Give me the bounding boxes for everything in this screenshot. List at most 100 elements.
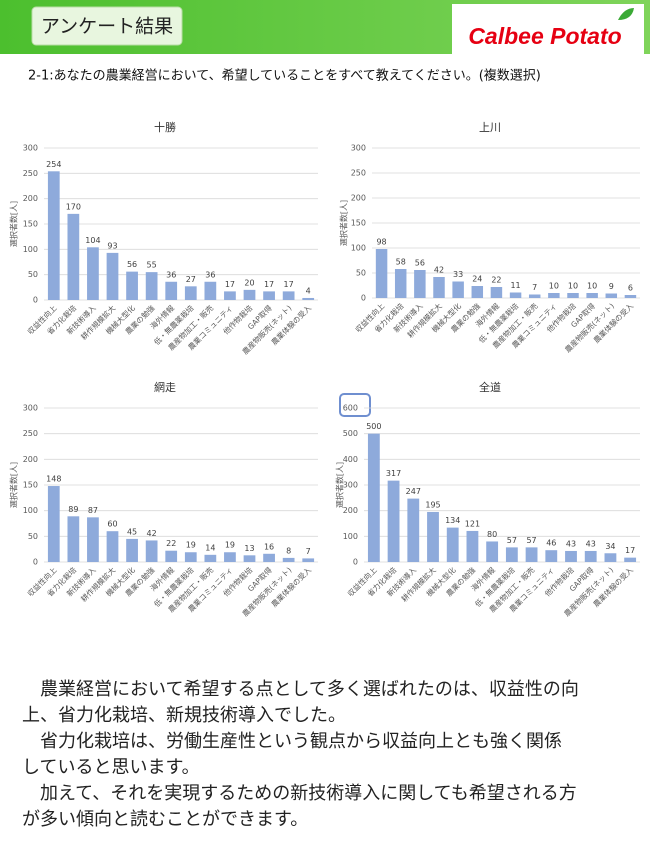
y-tick-label: 50 xyxy=(28,270,38,279)
value-label: 104 xyxy=(85,236,100,245)
chart-title: 上川 xyxy=(479,121,501,134)
summary-line: 上、省力化栽培、新規技術導入でした。 xyxy=(22,705,346,726)
bar xyxy=(375,249,388,298)
value-label: 4 xyxy=(306,286,311,295)
value-label: 170 xyxy=(66,202,81,211)
value-label: 19 xyxy=(186,541,196,550)
value-label: 24 xyxy=(472,275,482,284)
value-label: 57 xyxy=(507,536,517,545)
bar xyxy=(367,433,380,562)
value-label: 36 xyxy=(166,270,176,279)
bar xyxy=(427,511,439,562)
header-title: アンケート結果 xyxy=(41,16,173,38)
y-tick-label: 300 xyxy=(343,481,358,490)
logo-box xyxy=(452,4,644,54)
y-axis-label: 選択者数[人] xyxy=(9,462,19,508)
chart-title: 網走 xyxy=(154,380,176,394)
y-tick-label: 100 xyxy=(351,244,366,253)
y-tick-label: 250 xyxy=(351,169,366,178)
value-label: 89 xyxy=(68,505,78,514)
bar xyxy=(387,480,400,562)
y-tick-label: 150 xyxy=(23,220,38,229)
value-label: 45 xyxy=(127,527,137,536)
bar xyxy=(567,293,579,298)
y-tick-label: 100 xyxy=(343,532,358,541)
summary-line: 加えて、それを実現するための新技術導入に関しても希望される方 xyxy=(22,783,577,804)
bar xyxy=(106,252,119,300)
bar xyxy=(47,171,60,300)
bar xyxy=(586,293,598,298)
bar xyxy=(263,291,275,300)
bar xyxy=(165,281,178,300)
bar xyxy=(565,550,577,562)
y-tick-label: 400 xyxy=(343,455,358,464)
value-label: 43 xyxy=(586,539,596,548)
value-label: 34 xyxy=(605,542,615,551)
y-axis-label: 選択者数[人] xyxy=(9,201,19,247)
value-label: 19 xyxy=(225,541,235,550)
value-label: 13 xyxy=(244,544,254,553)
bar xyxy=(407,498,420,562)
value-label: 98 xyxy=(376,238,386,247)
y-tick-label: 250 xyxy=(23,169,38,178)
y-tick-label: 150 xyxy=(351,219,366,228)
y-tick-label: 200 xyxy=(23,455,38,464)
value-label: 121 xyxy=(465,519,480,528)
value-label: 247 xyxy=(406,487,421,496)
value-label: 56 xyxy=(415,259,425,268)
summary-line: 省力化栽培は、労働生産性という観点から収益向上とも強く関係 xyxy=(22,731,562,752)
value-label: 80 xyxy=(487,530,497,539)
value-label: 6 xyxy=(628,284,633,293)
bar xyxy=(224,291,236,300)
logo-leaf xyxy=(618,8,634,20)
value-label: 10 xyxy=(549,282,559,291)
value-label: 134 xyxy=(445,516,460,525)
value-label: 195 xyxy=(425,500,440,509)
value-label: 17 xyxy=(625,546,635,555)
value-label: 10 xyxy=(587,282,597,291)
value-label: 14 xyxy=(205,543,215,552)
value-label: 55 xyxy=(147,261,157,270)
value-label: 60 xyxy=(107,520,117,529)
bar xyxy=(243,289,256,300)
chart-title: 十勝 xyxy=(154,120,176,134)
value-label: 43 xyxy=(566,539,576,548)
value-label: 57 xyxy=(526,536,536,545)
bar xyxy=(204,281,217,300)
value-label: 317 xyxy=(386,469,401,478)
value-label: 20 xyxy=(244,278,254,287)
value-label: 22 xyxy=(491,276,501,285)
summary-line: が多い傾向と読むことができます。 xyxy=(22,809,308,830)
bar xyxy=(47,486,60,562)
bar xyxy=(263,553,275,562)
question: 2-1:あなたの農業経営において、希望していることをすべて教えてください。(複数… xyxy=(28,68,541,84)
y-tick-label: 500 xyxy=(343,429,358,438)
bar xyxy=(525,547,538,562)
bar xyxy=(471,286,484,298)
value-label: 9 xyxy=(609,282,614,291)
summary-line: していると思います。 xyxy=(22,757,200,778)
value-label: 7 xyxy=(532,283,537,292)
y-tick-label: 600 xyxy=(343,404,358,413)
bar xyxy=(302,297,315,300)
bar xyxy=(548,293,560,298)
summary-line: 農業経営において希望する点として多く選ばれたのは、収益性の向 xyxy=(22,679,579,700)
value-label: 42 xyxy=(147,529,157,538)
bar xyxy=(165,550,178,562)
value-label: 17 xyxy=(264,280,274,289)
bar xyxy=(67,213,80,300)
highlight-box xyxy=(339,393,371,417)
bar xyxy=(490,287,503,298)
bar xyxy=(145,272,158,300)
bar xyxy=(282,291,295,300)
bar xyxy=(545,550,558,562)
value-label: 22 xyxy=(166,539,176,548)
bar xyxy=(505,547,518,562)
value-label: 87 xyxy=(88,506,98,515)
title-box xyxy=(31,6,183,46)
y-tick-label: 50 xyxy=(28,532,38,541)
bar xyxy=(184,286,197,300)
value-label: 17 xyxy=(284,280,294,289)
summary: 農業経営において希望する点として多く選ばれたのは、収益性の向上、省力化栽培、新規… xyxy=(22,679,579,830)
